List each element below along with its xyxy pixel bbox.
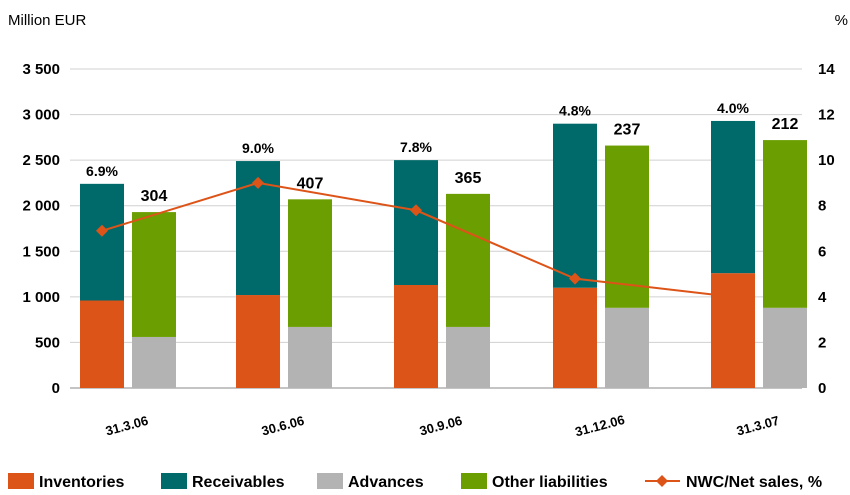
legend-advances-swatch [317,473,343,489]
y2-tick-label: 4 [818,289,827,306]
x-tick-label: 31.3.06 [104,413,150,439]
y2-tick-label: 12 [818,107,835,124]
y-tick-label: 1 500 [22,243,60,260]
y-tick-label: 2 500 [22,152,60,169]
legend-advances: Advances [348,474,424,491]
nwc-label: 407 [297,175,324,192]
nwc-label: 304 [141,188,168,205]
y-tick-label: 500 [35,334,60,351]
bar-receivables [711,120,755,274]
legend-nwc-ratio: NWC/Net sales, % [686,474,822,491]
bar-receivables [80,183,124,301]
y2-tick-label: 0 [818,380,826,397]
pct-label: 6.9% [86,163,118,179]
legend-receivables-swatch [161,473,187,489]
bar-advances [763,307,807,388]
nwc-point [410,204,422,217]
pct-label: 7.8% [400,139,432,155]
left-axis-unit: Million EUR [8,12,87,29]
x-tick-label: 31.12.06 [573,412,626,440]
pct-label: 4.0% [717,100,749,116]
pct-label: 4.8% [559,103,591,119]
nwc-point [727,290,739,303]
y2-tick-label: 2 [818,334,826,351]
nwc-point [96,224,108,237]
y2-tick-label: 14 [818,61,835,78]
nwc-label: 365 [455,170,482,187]
nwc-label: 237 [614,122,641,139]
legend-inventories-swatch [8,473,34,489]
bar-series [80,120,807,388]
bar-inventories [80,300,124,388]
nwc-label: 212 [772,116,799,133]
bar-inventories [236,295,280,388]
bar-other-liabilities [605,145,649,308]
data-labels: 6.9% 304 9.0% 407 7.8% 365 4.8% 237 4.0% 212 [86,100,798,205]
y-tick-label: 1 000 [22,289,60,306]
bar-receivables [553,123,597,288]
legend-receivables: Receivables [192,474,285,491]
y2-tick-label: 10 [818,152,835,169]
y2-tick-label: 8 [818,198,826,215]
x-tick-label: 30.9.06 [418,413,464,439]
bar-advances [132,336,176,388]
legend-nwc-marker [656,475,668,487]
legend-inventories: Inventories [39,474,124,491]
x-tick-label: 31.3.07 [735,413,781,439]
bar-other-liabilities [763,140,807,308]
legend-other-liabilities: Other liabilities [492,474,608,491]
y-tick-label: 3 000 [22,107,60,124]
legend: Inventories Receivables Advances Other liab… [8,473,822,491]
y-tick-label: 2 000 [22,198,60,215]
bar-other-liabilities [132,212,176,337]
y-tick-label: 0 [52,380,60,397]
legend-other-liabilities-swatch [461,473,487,489]
bar-advances [605,307,649,388]
y-tick-label: 3 500 [22,61,60,78]
left-axis-ticks: 0 500 1 000 1 500 2 000 2 500 3 000 3 500 [22,61,60,397]
bar-other-liabilities [288,199,332,327]
bar-inventories [553,287,597,388]
bar-inventories [711,273,755,388]
nwc-point [252,176,264,189]
right-axis-unit: % [835,12,848,29]
bar-inventories [394,285,438,388]
bar-advances [288,326,332,388]
pct-label: 9.0% [242,140,274,156]
bar-other-liabilities [446,193,490,327]
y2-tick-label: 6 [818,243,826,260]
nwc-point [569,272,581,285]
right-axis-ticks: 0 2 4 6 8 10 12 14 [818,61,835,397]
bar-receivables [394,160,438,286]
bar-advances [446,326,490,388]
category-axis: 31.3.06 30.6.06 30.9.06 31.12.06 31.3.07 [104,412,781,440]
x-tick-label: 30.6.06 [260,413,306,439]
nwc-ratio-line [96,176,739,303]
